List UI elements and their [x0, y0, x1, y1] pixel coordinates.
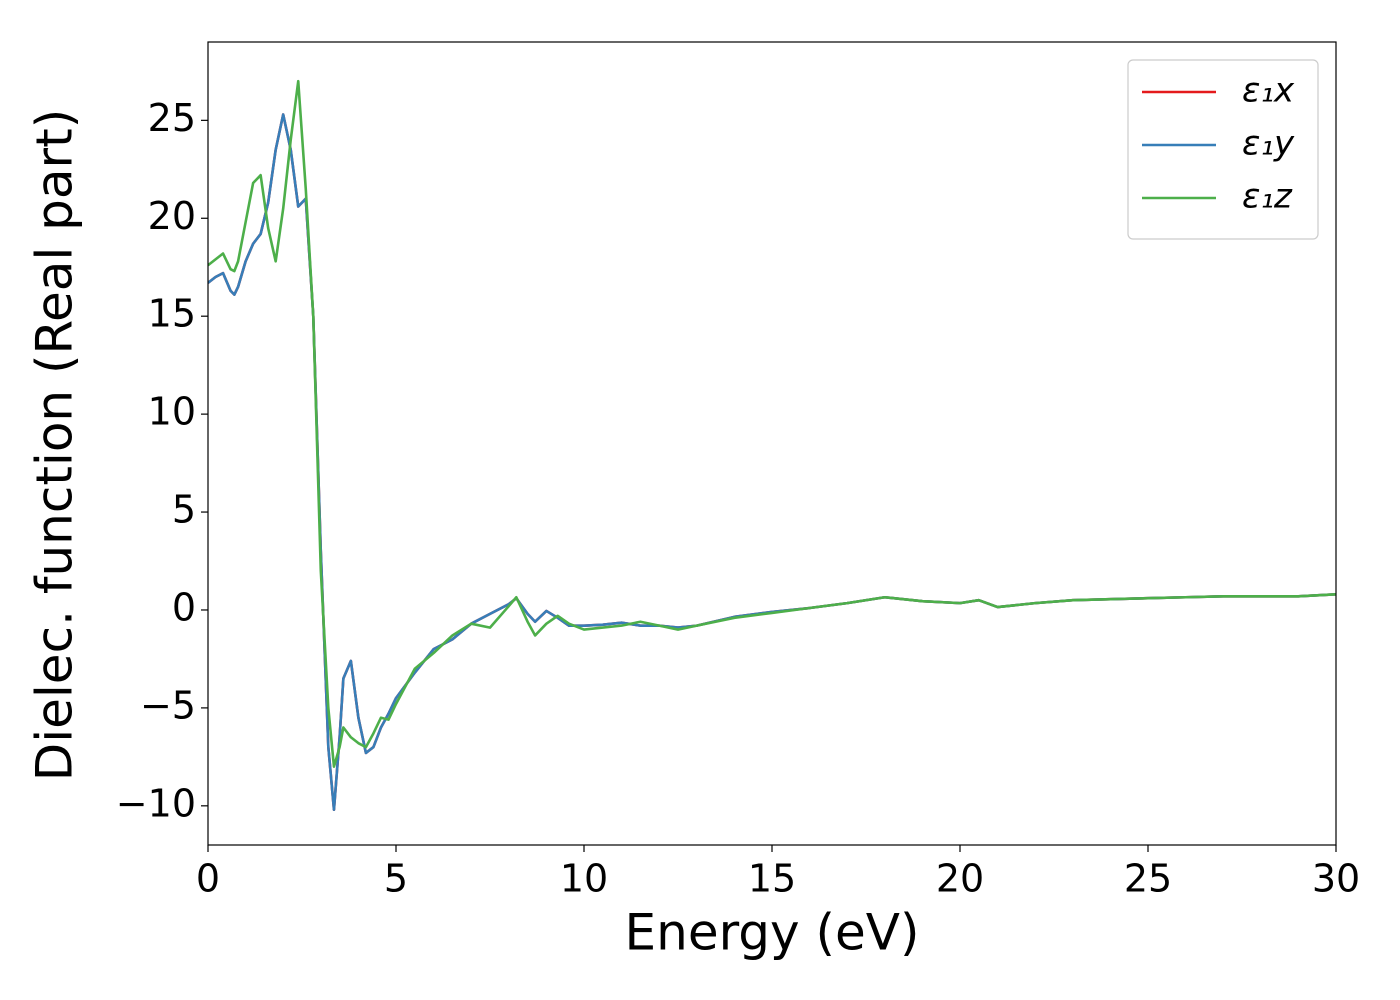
y-tick-label: 15	[148, 292, 196, 336]
x-tick-label: 20	[936, 857, 984, 901]
legend-label: ε₁x	[1242, 71, 1295, 111]
y-tick-label: −10	[116, 781, 196, 825]
x-tick-label: 25	[1124, 857, 1172, 901]
y-tick-label: 10	[148, 390, 196, 434]
y-tick-label: −5	[140, 683, 196, 727]
y-tick-label: 5	[172, 488, 196, 532]
series-line	[208, 79, 1336, 768]
y-tick-label: 25	[148, 96, 196, 140]
plot-frame	[207, 41, 1337, 846]
y-tick-label: 20	[148, 194, 196, 238]
y-axis-label: Dielec. function (Real part)	[26, 109, 84, 781]
x-axis-label: Energy (eV)	[625, 904, 920, 962]
x-tick-label: 30	[1312, 857, 1360, 901]
x-tick-label: 10	[560, 857, 608, 901]
legend-box	[1127, 59, 1319, 240]
x-tick-label: 0	[196, 857, 220, 901]
legend-label: ε₁z	[1242, 177, 1293, 217]
x-tick-label: 15	[748, 857, 796, 901]
x-tick-label: 5	[384, 857, 408, 901]
legend-label: ε₁y	[1242, 124, 1295, 164]
y-tick-label: 0	[172, 585, 196, 629]
